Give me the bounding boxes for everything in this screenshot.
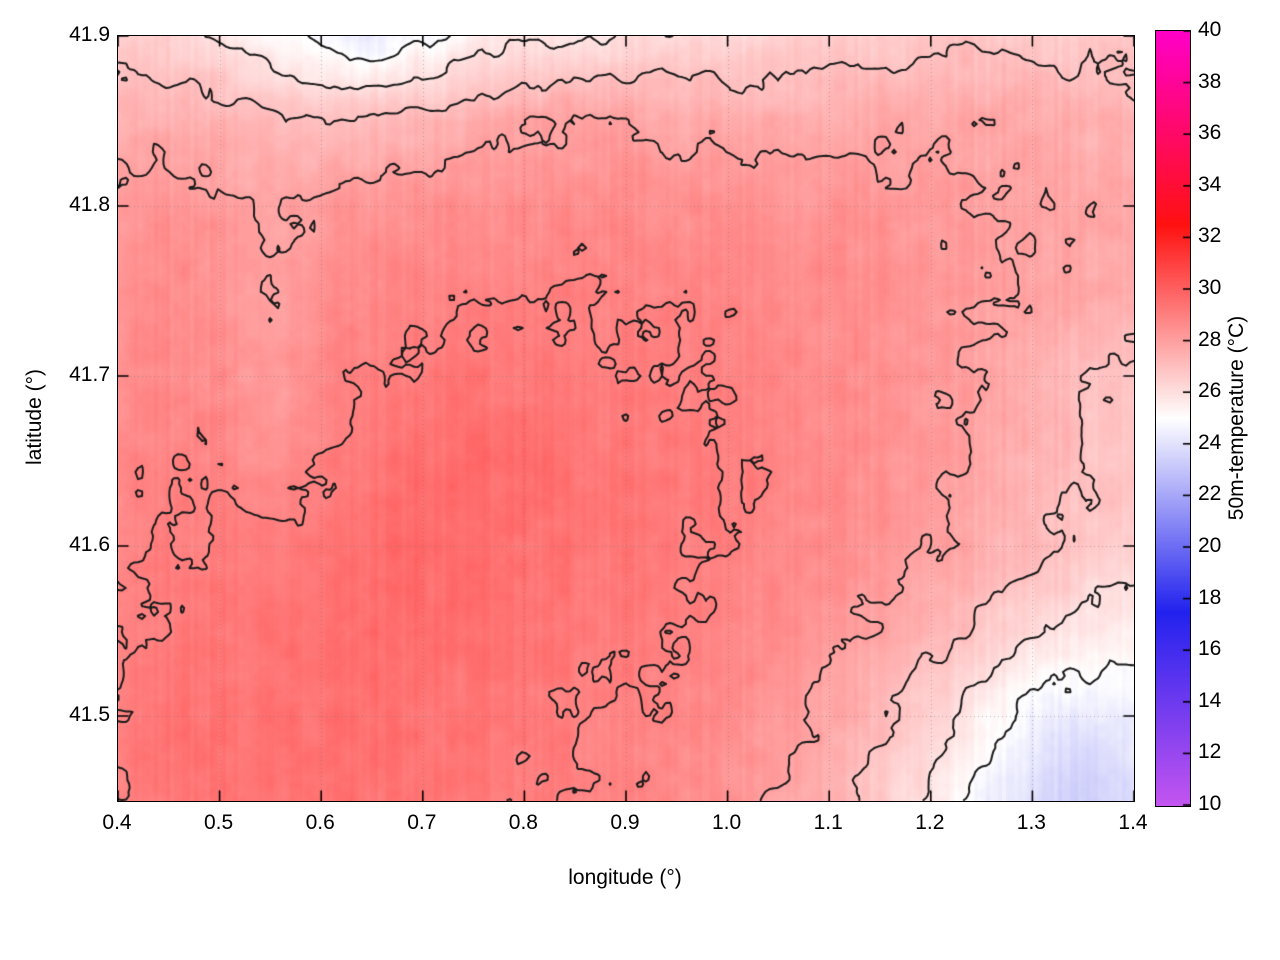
colorbar-tick-label: 12: [1198, 740, 1222, 764]
x-tick-label: 1.1: [813, 811, 843, 834]
x-tick-label: 0.9: [610, 811, 640, 834]
y-tick-label: 41.9: [69, 23, 110, 46]
x-tick-label: 0.8: [508, 811, 538, 834]
colorbar-tick-label: 34: [1198, 172, 1222, 196]
colorbar-tick-label: 28: [1198, 327, 1222, 351]
colorbar-tick-label: 40: [1198, 18, 1222, 41]
colorbar-tick-label: 38: [1198, 69, 1222, 93]
colorbar-tick-label: 10: [1198, 792, 1222, 815]
colorbar-canvas: [1156, 31, 1190, 806]
heatmap-canvas: [118, 36, 1134, 801]
x-tick-label: 0.5: [203, 811, 234, 834]
colorbar-tick-label: 20: [1198, 534, 1222, 557]
y-tick-label: 41.5: [69, 703, 110, 726]
x-tick-label: 0.4: [102, 811, 132, 834]
colorbar-tick-label: 36: [1198, 121, 1222, 145]
colorbar-tick-label: 30: [1198, 276, 1222, 299]
colorbar-tick-label: 22: [1198, 482, 1222, 506]
colorbar: [1155, 30, 1191, 807]
x-axis-label: longitude (°): [568, 866, 682, 889]
x-tick-label: 1.2: [915, 811, 945, 834]
x-tick-label: 1.3: [1016, 811, 1046, 834]
colorbar-tick-label: 18: [1198, 585, 1222, 609]
x-tick-label: 0.6: [305, 811, 335, 834]
colorbar-tick-label: 16: [1198, 637, 1222, 661]
colorbar-label: 50m-temperature (°C): [1225, 315, 1248, 521]
x-tick-label: 1.4: [1118, 811, 1148, 834]
colorbar-tick-label: 14: [1198, 688, 1222, 712]
heatmap-plot-area: [117, 35, 1135, 802]
colorbar-tick-label: 26: [1198, 379, 1222, 403]
y-axis-label: latitude (°): [23, 369, 46, 465]
colorbar-tick-label: 24: [1198, 430, 1222, 454]
colorbar-tick-label: 32: [1198, 224, 1222, 248]
y-tick-label: 41.6: [69, 533, 110, 556]
y-tick-label: 41.8: [69, 193, 110, 216]
x-tick-label: 1.0: [711, 811, 742, 834]
x-tick-label: 0.7: [407, 811, 437, 834]
y-tick-label: 41.7: [69, 363, 110, 386]
